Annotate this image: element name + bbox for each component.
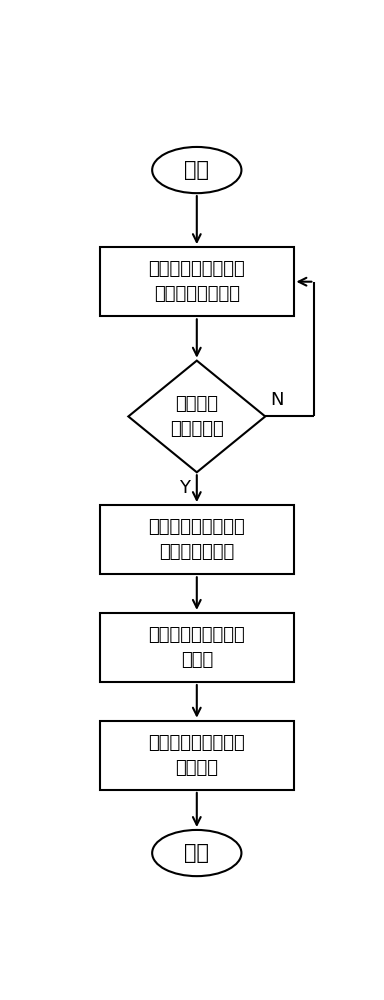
Text: 开始: 开始 (184, 160, 209, 180)
Polygon shape (128, 361, 265, 472)
Bar (100, 613, 293, 682)
Text: N: N (270, 391, 284, 409)
Text: 采集直流系统及光伏
电站的运行数据: 采集直流系统及光伏 电站的运行数据 (149, 518, 245, 561)
Bar (100, 247, 293, 316)
Text: 计算光伏电站所需无
功出力: 计算光伏电站所需无 功出力 (149, 626, 245, 669)
Text: 是否发生
换相失败？: 是否发生 换相失败？ (170, 395, 223, 438)
Text: 光伏电站控制参数自
适应调整: 光伏电站控制参数自 适应调整 (149, 734, 245, 777)
Bar (100, 505, 293, 574)
Ellipse shape (152, 830, 242, 876)
Text: 结束: 结束 (184, 843, 209, 863)
Bar (100, 721, 293, 790)
Text: Y: Y (179, 479, 190, 497)
Text: 监测系统运行状态、
直流系统无功特性: 监测系统运行状态、 直流系统无功特性 (149, 260, 245, 303)
Ellipse shape (152, 147, 242, 193)
